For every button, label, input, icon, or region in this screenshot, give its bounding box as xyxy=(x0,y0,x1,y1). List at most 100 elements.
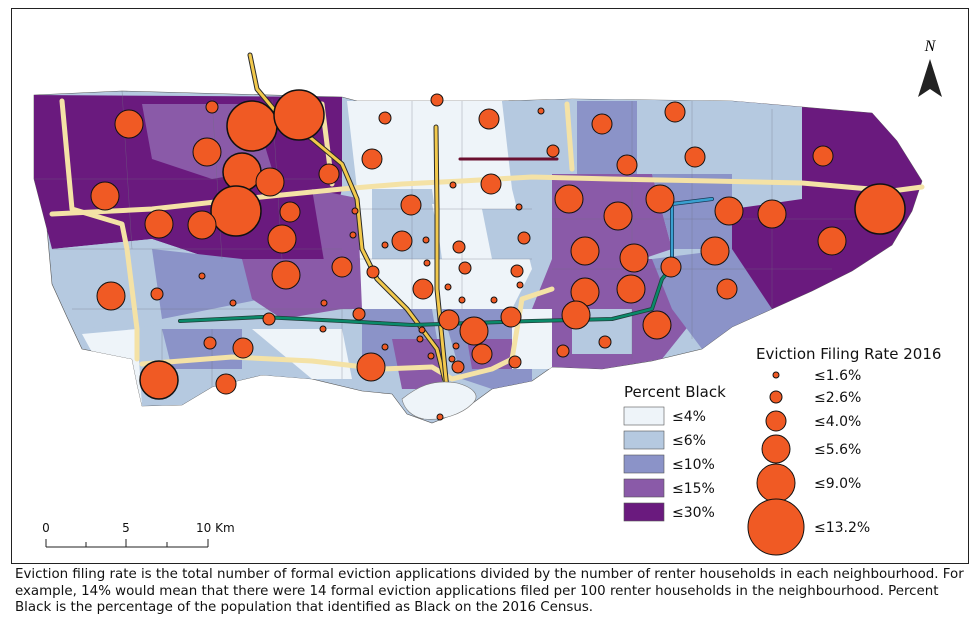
eviction-circle xyxy=(603,201,633,231)
eviction-circle xyxy=(700,236,730,266)
legend-black-swatch xyxy=(623,406,665,426)
legend-eviction-title: Eviction Filing Rate 2016 xyxy=(756,345,941,363)
eviction-circle xyxy=(192,137,222,167)
legend-eviction-label: ≤5.6% xyxy=(814,442,861,458)
eviction-circle xyxy=(471,343,493,365)
eviction-circle xyxy=(400,194,422,216)
eviction-circles xyxy=(90,89,906,421)
legend-eviction-circle xyxy=(772,371,780,379)
eviction-circle xyxy=(262,312,276,326)
eviction-circle xyxy=(430,93,444,107)
legend-eviction-label: ≤1.6% xyxy=(814,368,861,384)
eviction-circle xyxy=(516,281,524,289)
eviction-circle xyxy=(318,163,340,185)
eviction-circle xyxy=(757,199,787,229)
eviction-circle xyxy=(537,107,545,115)
eviction-circle xyxy=(320,299,328,307)
eviction-circle xyxy=(616,154,638,176)
legend-black-swatch xyxy=(623,478,665,498)
eviction-circle xyxy=(452,342,460,350)
legend-eviction-label: ≤2.6% xyxy=(814,390,861,406)
eviction-circle xyxy=(356,352,386,382)
eviction-circle xyxy=(449,181,457,189)
legend-eviction-label: ≤9.0% xyxy=(814,476,861,492)
eviction-circle xyxy=(378,111,392,125)
toronto-islands xyxy=(401,381,477,420)
eviction-circle xyxy=(416,335,424,343)
eviction-circle xyxy=(144,209,174,239)
eviction-circle xyxy=(423,259,431,267)
eviction-circle xyxy=(490,296,498,304)
eviction-circle xyxy=(500,306,522,328)
eviction-circle xyxy=(714,196,744,226)
legend-black-label: ≤10% xyxy=(672,457,715,473)
north-label: N xyxy=(924,38,937,55)
eviction-circle xyxy=(273,89,325,141)
eviction-circle xyxy=(139,360,179,400)
legend-eviction-circle xyxy=(769,390,783,404)
eviction-circle xyxy=(444,283,452,291)
eviction-circle xyxy=(716,278,738,300)
eviction-circle xyxy=(391,230,413,252)
eviction-circle xyxy=(436,413,444,421)
legend-black-label: ≤6% xyxy=(672,433,706,449)
eviction-circle xyxy=(114,109,144,139)
eviction-circle xyxy=(452,240,466,254)
eviction-circle xyxy=(508,355,522,369)
eviction-circle xyxy=(451,360,465,374)
eviction-circle xyxy=(210,185,262,237)
eviction-circle xyxy=(645,184,675,214)
eviction-circle xyxy=(642,310,672,340)
eviction-circle xyxy=(187,210,217,240)
eviction-circle xyxy=(664,101,686,123)
eviction-circle xyxy=(684,146,706,168)
scale-label-10: 10 Km xyxy=(196,521,235,535)
eviction-circle xyxy=(517,231,531,245)
legend-eviction-circle xyxy=(747,498,805,556)
eviction-circle xyxy=(229,299,237,307)
eviction-circle xyxy=(232,337,254,359)
eviction-circle xyxy=(812,145,834,167)
legend-percent-black: Percent Black ≤4% ≤6% ≤10% ≤15% ≤30% xyxy=(623,383,726,522)
eviction-circle xyxy=(349,231,357,239)
eviction-circle xyxy=(660,256,682,278)
eviction-circle xyxy=(556,344,570,358)
map-frame: N Percent Black ≤4% ≤6% ≤10% ≤15% ≤30% Evict… xyxy=(11,8,969,564)
legend-percent-black-title: Percent Black xyxy=(624,383,726,401)
eviction-circle xyxy=(478,108,500,130)
eviction-circle xyxy=(438,309,460,331)
toronto-map: N Percent Black ≤4% ≤6% ≤10% ≤15% ≤30% Evict… xyxy=(33,38,942,556)
eviction-circle xyxy=(361,148,383,170)
eviction-circle xyxy=(854,183,906,235)
legend-black-label: ≤15% xyxy=(672,481,715,497)
eviction-circle xyxy=(459,316,489,346)
legend-black-label: ≤30% xyxy=(672,505,715,521)
eviction-circle xyxy=(215,373,237,395)
eviction-circle xyxy=(458,261,472,275)
eviction-circle xyxy=(96,281,126,311)
legend-eviction-label: ≤4.0% xyxy=(814,414,861,430)
legend-black-swatch xyxy=(623,502,665,522)
legend-eviction-circle xyxy=(756,463,796,503)
eviction-circle xyxy=(616,274,646,304)
scale-label-5: 5 xyxy=(122,521,130,535)
eviction-circle xyxy=(561,300,591,330)
eviction-circle xyxy=(554,184,584,214)
eviction-circle xyxy=(319,325,327,333)
eviction-circle xyxy=(619,243,649,273)
eviction-circle xyxy=(271,260,301,290)
eviction-circle xyxy=(205,100,219,114)
eviction-circle xyxy=(222,152,262,192)
eviction-circle xyxy=(226,100,278,152)
eviction-circle xyxy=(203,336,217,350)
legend-eviction-circle xyxy=(765,410,787,432)
scale-bar: 0 5 10 Km xyxy=(42,521,235,548)
eviction-circle xyxy=(412,278,434,300)
eviction-circle xyxy=(150,287,164,301)
eviction-circle xyxy=(331,256,353,278)
eviction-circle xyxy=(598,335,612,349)
eviction-circle xyxy=(267,224,297,254)
eviction-circle xyxy=(198,272,206,280)
eviction-circle xyxy=(381,343,389,351)
eviction-circle xyxy=(422,236,430,244)
